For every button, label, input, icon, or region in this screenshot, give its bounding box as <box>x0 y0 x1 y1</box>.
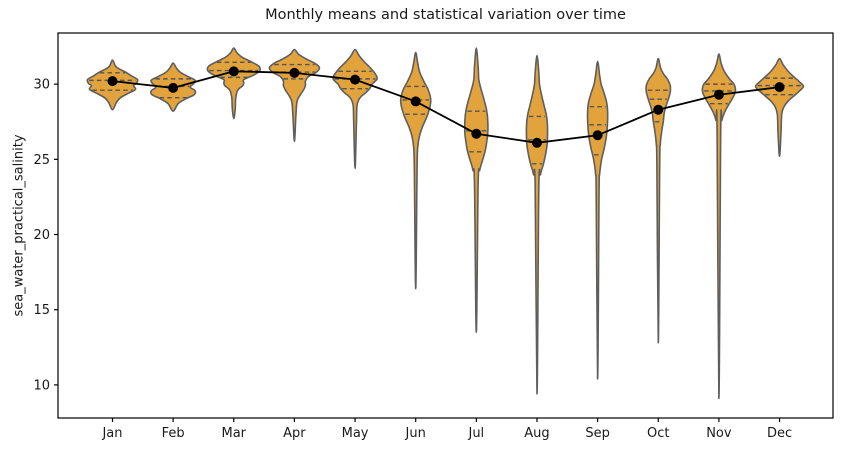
violin-Apr <box>268 48 321 143</box>
x-tick-label-Sep: Sep <box>585 426 610 441</box>
x-tick-label-May: May <box>342 426 369 441</box>
violin-Sep <box>586 60 609 380</box>
violin-Jul <box>463 47 489 334</box>
mean-dot-Jun <box>410 96 421 107</box>
violin-Mar <box>206 47 262 120</box>
mean-dot-Nov <box>713 89 724 100</box>
mean-dot-Oct <box>653 104 664 115</box>
x-tick-label-Aug: Aug <box>524 426 549 441</box>
mean-dot-Jan <box>107 76 118 87</box>
x-tick-label-Dec: Dec <box>767 426 792 441</box>
plot-frame <box>57 32 834 419</box>
x-tick-label-Jul: Jul <box>467 426 484 441</box>
x-tick-label-Nov: Nov <box>706 426 732 441</box>
y-tick-label-10: 10 <box>33 378 50 393</box>
x-tick-label-Jun: Jun <box>405 426 426 441</box>
x-tick-label-Oct: Oct <box>647 426 669 441</box>
x-tick-label-Mar: Mar <box>222 426 247 441</box>
mean-dot-Feb <box>168 82 179 93</box>
mean-dot-Sep <box>592 130 603 141</box>
y-tick-label-25: 25 <box>33 153 50 168</box>
violin-Jun <box>399 51 432 290</box>
y-tick-label-15: 15 <box>33 303 50 318</box>
violin-Oct <box>645 57 672 344</box>
mean-dot-Apr <box>289 67 300 78</box>
mean-dot-Dec <box>774 82 785 93</box>
y-tick-label-20: 20 <box>33 228 50 243</box>
x-tick-label-Feb: Feb <box>162 426 185 441</box>
mean-dot-Mar <box>228 66 239 77</box>
violin-May <box>332 48 379 170</box>
mean-dot-May <box>350 74 361 85</box>
y-axis-label: sea_water_practical_salinity <box>11 134 27 317</box>
mean-dot-Jul <box>471 128 482 139</box>
chart-title: Monthly means and statistical variation … <box>265 7 626 23</box>
x-tick-label-Apr: Apr <box>283 426 306 441</box>
y-tick-label-30: 30 <box>33 78 50 93</box>
violin-Aug <box>525 54 549 395</box>
mean-dot-Aug <box>531 137 542 148</box>
mean-line <box>112 70 780 144</box>
violin-Dec <box>754 57 805 158</box>
x-tick-label-Jan: Jan <box>101 426 122 441</box>
violin-Nov <box>701 53 737 400</box>
